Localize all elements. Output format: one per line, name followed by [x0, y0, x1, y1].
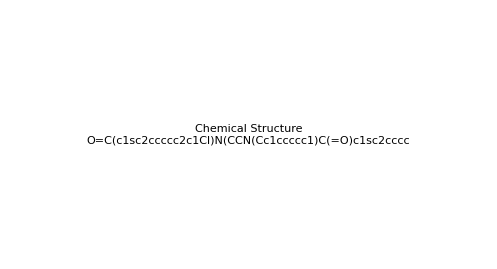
Text: Chemical Structure
O=C(c1sc2ccccc2c1Cl)N(CCN(Cc1ccccc1)C(=O)c1sc2cccc: Chemical Structure O=C(c1sc2ccccc2c1Cl)N…	[86, 124, 411, 145]
